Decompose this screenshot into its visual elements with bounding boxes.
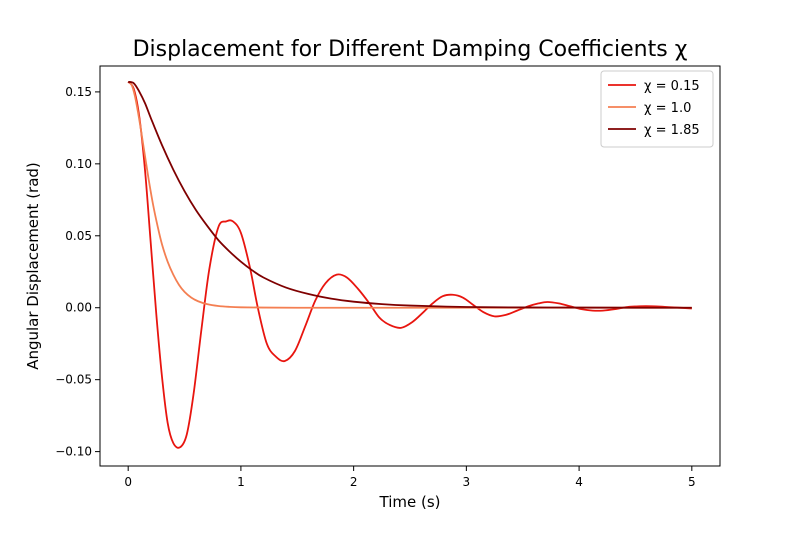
y-tick-label: −0.05: [55, 373, 92, 387]
y-tick-label: −0.10: [55, 445, 92, 459]
x-tick-label: 2: [350, 475, 358, 489]
series-line-2: [127, 80, 692, 309]
series-line-0: [127, 81, 692, 449]
x-tick-label: 3: [463, 475, 471, 489]
chart-title: Displacement for Different Damping Coeff…: [133, 37, 688, 62]
series-line-1: [127, 81, 692, 309]
x-axis-label: Time (s): [379, 493, 441, 511]
plot-frame: [99, 65, 721, 467]
y-tick-label: 0.05: [65, 229, 92, 243]
y-tick-label: 0.15: [65, 85, 92, 99]
y-tick-label: 0.00: [65, 301, 92, 315]
legend-box: [600, 70, 714, 148]
legend: χ = 0.15 χ = 1.0 χ = 1.85: [600, 70, 714, 148]
y-axis-label: Angular Displacement (rad): [24, 162, 42, 370]
x-tick-label: 5: [688, 475, 696, 489]
x-axis: 0 1 2 3 4 5: [124, 466, 696, 489]
legend-label-2: χ = 1.85: [644, 123, 700, 138]
x-tick-label: 0: [124, 475, 132, 489]
series-lines: [127, 80, 692, 449]
legend-label-1: χ = 1.0: [644, 101, 691, 116]
y-axis: −0.10 −0.05 0.00 0.05 0.10 0.15: [55, 85, 100, 459]
y-tick-label: 0.10: [65, 157, 92, 171]
x-tick-label: 4: [575, 475, 583, 489]
x-tick-label: 1: [237, 475, 245, 489]
legend-label-0: χ = 0.15: [644, 79, 700, 94]
